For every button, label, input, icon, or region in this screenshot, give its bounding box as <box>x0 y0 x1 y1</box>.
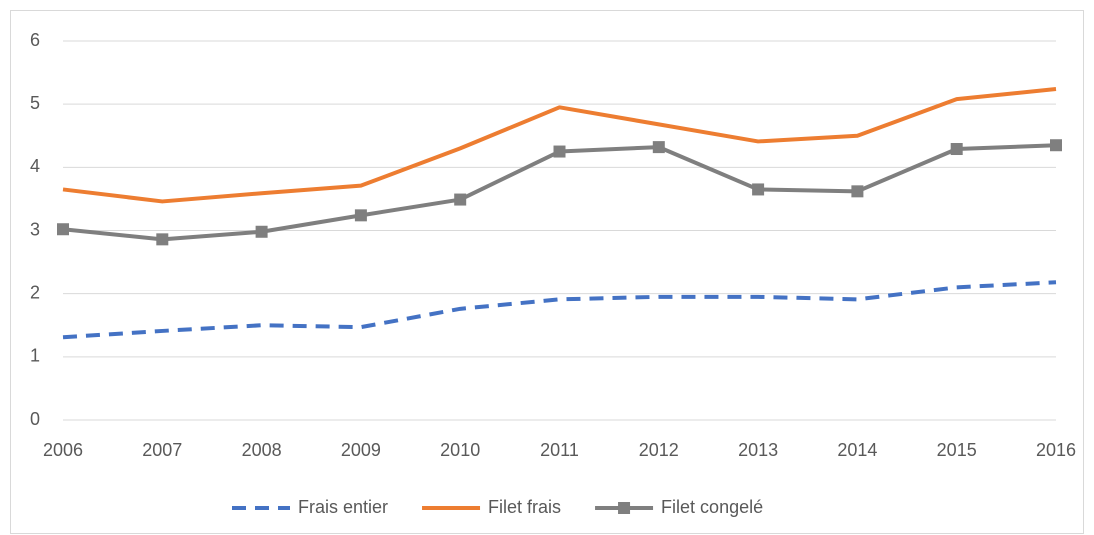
x-tick-label: 2006 <box>43 440 83 460</box>
x-tick-label: 2008 <box>242 440 282 460</box>
x-tick-label: 2007 <box>142 440 182 460</box>
point-marker <box>454 193 467 206</box>
y-tick-label: 5 <box>30 93 40 113</box>
x-tick-label: 2015 <box>937 440 977 460</box>
x-tick-label: 2014 <box>837 440 877 460</box>
y-tick-label: 3 <box>30 219 40 239</box>
legend-label: Frais entier <box>298 497 388 517</box>
series-line <box>62 87 1057 204</box>
x-tick-label: 2009 <box>341 440 381 460</box>
x-tick-label: 2016 <box>1036 440 1076 460</box>
y-tick-label: 0 <box>30 409 40 429</box>
x-tick-label: 2012 <box>639 440 679 460</box>
point-marker <box>652 141 665 154</box>
legend-label: Filet congelé <box>661 497 763 517</box>
point-marker <box>553 145 566 158</box>
point-marker <box>255 225 268 238</box>
point-marker <box>57 223 69 236</box>
legend-label: Filet frais <box>488 497 561 517</box>
y-tick-label: 6 <box>30 30 40 50</box>
x-tick-label: 2010 <box>440 440 480 460</box>
chart-border <box>10 10 1084 534</box>
x-tick-label: 2011 <box>540 440 579 460</box>
point-marker <box>354 209 367 222</box>
point-marker <box>1050 139 1062 152</box>
point-marker <box>950 143 963 156</box>
x-tick-label: 2013 <box>738 440 778 460</box>
series-line <box>62 280 1057 340</box>
point-marker <box>851 185 864 198</box>
y-tick-label: 1 <box>30 346 40 366</box>
point-marker <box>156 233 169 246</box>
point-marker <box>752 183 765 196</box>
legend-marker <box>618 502 631 514</box>
y-tick-label: 4 <box>30 156 40 176</box>
y-tick-label: 2 <box>30 282 40 302</box>
